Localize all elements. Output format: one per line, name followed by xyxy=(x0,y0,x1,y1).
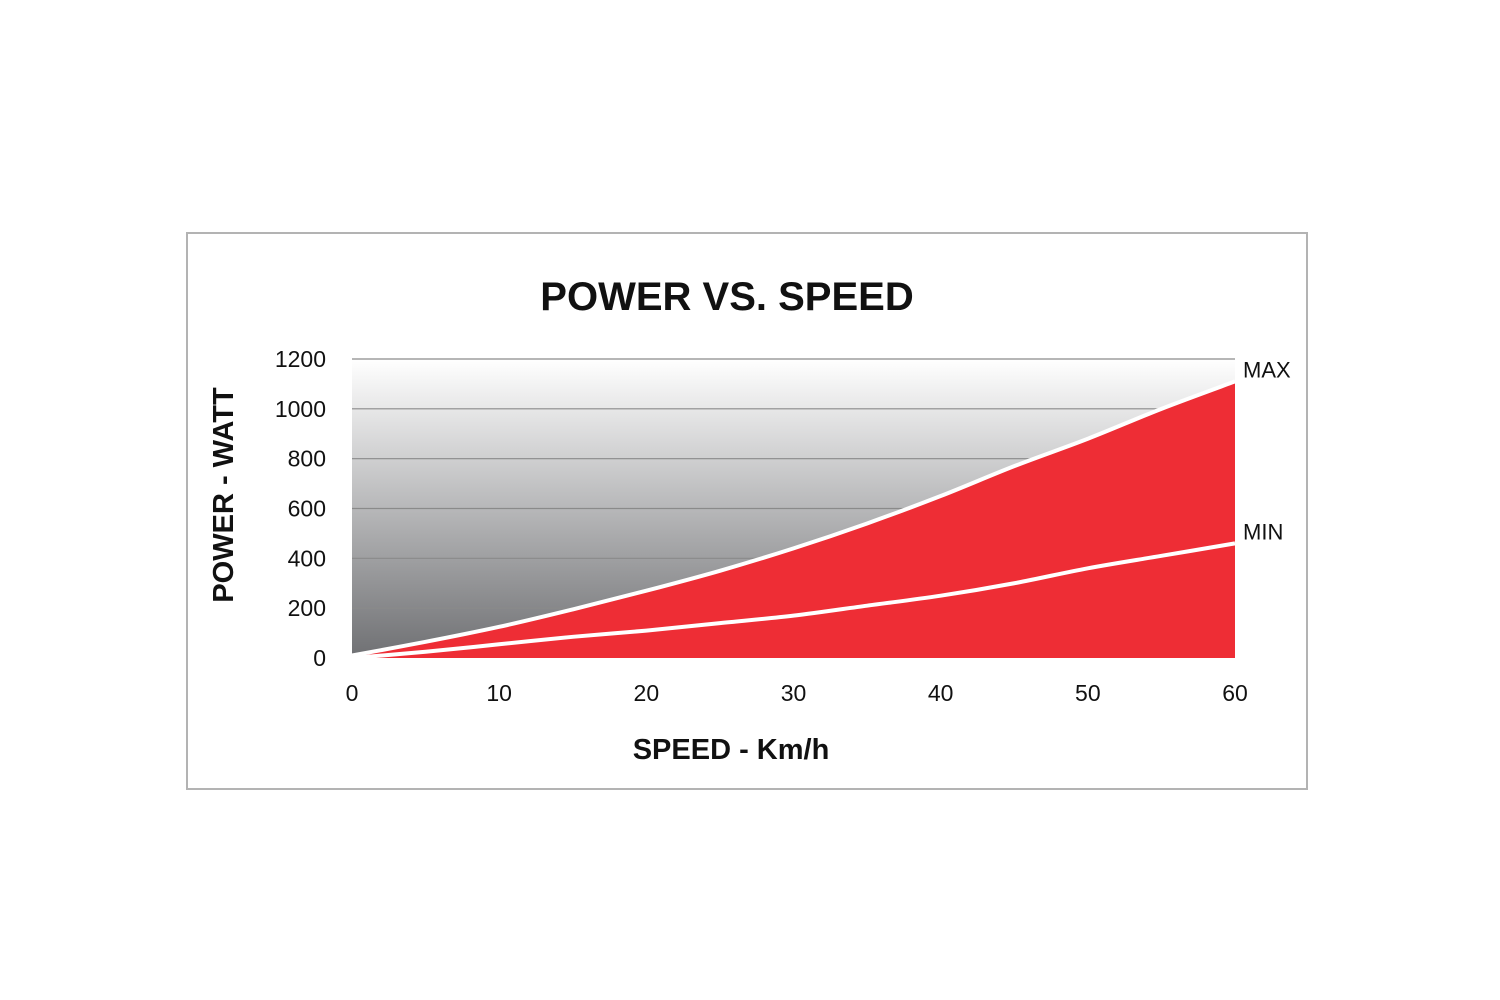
y-tick-label: 0 xyxy=(313,645,326,671)
x-tick-label: 0 xyxy=(346,680,359,706)
x-axis-label: SPEED - Km/h xyxy=(633,734,830,766)
x-tick-label: 40 xyxy=(928,680,954,706)
y-tick-label: 200 xyxy=(288,595,326,621)
x-axis-ticks: 0 10 20 30 40 50 60 xyxy=(346,680,1248,706)
x-tick-label: 10 xyxy=(486,680,512,706)
y-tick-label: 600 xyxy=(288,496,326,522)
y-axis-ticks: 0 200 400 600 800 1000 1200 xyxy=(275,346,326,671)
min-series-line xyxy=(351,541,1236,660)
max-area xyxy=(352,381,1235,658)
x-tick-label: 60 xyxy=(1222,680,1248,706)
y-tick-label: 400 xyxy=(288,545,326,571)
y-axis-label: POWER - WATT xyxy=(208,387,240,603)
y-tick-label: 1000 xyxy=(275,396,326,422)
series-label-min: MIN xyxy=(1243,519,1283,544)
max-series-line xyxy=(351,379,1236,658)
chart-title: POWER VS. SPEED xyxy=(540,275,913,319)
y-tick-label: 800 xyxy=(288,446,326,472)
series-label-max: MAX xyxy=(1243,357,1291,382)
x-tick-label: 30 xyxy=(781,680,807,706)
y-tick-label: 1200 xyxy=(275,346,326,372)
x-tick-label: 20 xyxy=(634,680,660,706)
x-tick-label: 50 xyxy=(1075,680,1101,706)
